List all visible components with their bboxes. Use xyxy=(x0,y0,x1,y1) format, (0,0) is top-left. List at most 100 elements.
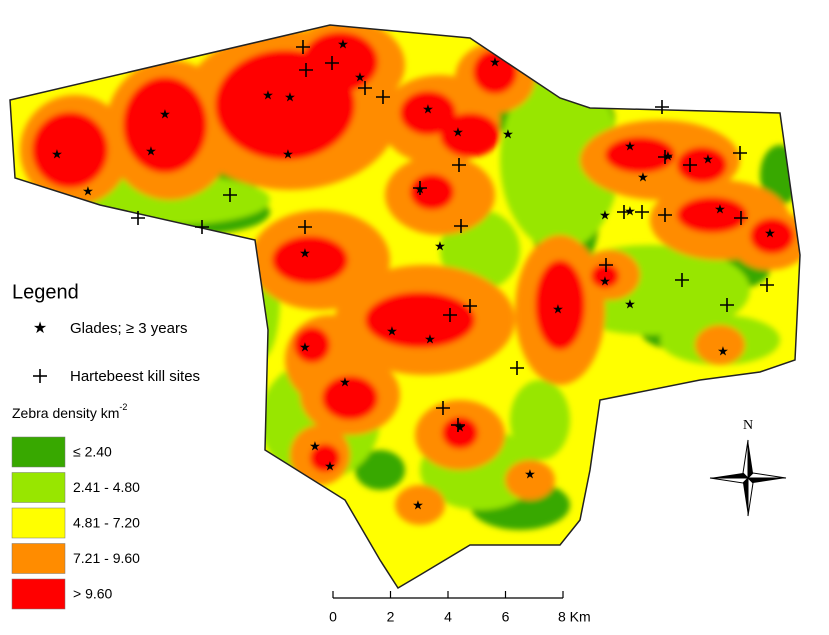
density-patch xyxy=(32,112,108,188)
kill-site-marker xyxy=(131,211,145,225)
scale-label: 0 xyxy=(329,609,337,625)
density-patch xyxy=(591,264,619,288)
kill-site-marker xyxy=(451,418,465,432)
kill-site-marker xyxy=(413,181,427,195)
kill-site-marker xyxy=(760,278,774,292)
density-patch xyxy=(272,236,348,284)
density-patch xyxy=(535,260,585,350)
density-title-text: Zebra density km xyxy=(12,405,119,421)
kill-site-marker xyxy=(683,158,697,172)
legend-label: Glades; ≥ 3 years xyxy=(70,320,187,337)
glade-marker: ★ xyxy=(159,106,171,121)
kill-site-marker xyxy=(325,56,339,70)
scale-label: 6 xyxy=(502,609,510,625)
star-symbol: ★ xyxy=(33,320,47,337)
kill-site-marker xyxy=(436,401,450,415)
kill-site-marker xyxy=(454,219,468,233)
glade-marker: ★ xyxy=(624,203,636,218)
kill-site-marker xyxy=(658,208,672,222)
glade-marker: ★ xyxy=(284,89,296,104)
kill-site-marker xyxy=(635,205,649,219)
glade-marker: ★ xyxy=(764,225,776,240)
glade-marker: ★ xyxy=(337,36,349,51)
kill-site-marker xyxy=(655,100,669,114)
glade-marker: ★ xyxy=(717,343,729,358)
legend-swatch xyxy=(11,436,66,468)
kill-site-marker xyxy=(296,40,310,54)
glade-marker: ★ xyxy=(354,69,366,84)
glade-marker: ★ xyxy=(452,124,464,139)
glade-marker: ★ xyxy=(51,146,63,161)
glade-marker: ★ xyxy=(422,101,434,116)
glade-marker: ★ xyxy=(624,138,636,153)
kill-site-marker xyxy=(443,308,457,322)
glade-marker: ★ xyxy=(552,301,564,316)
density-patch xyxy=(510,380,570,460)
glade-marker: ★ xyxy=(145,143,157,158)
legend-title: Legend xyxy=(12,281,79,303)
glade-marker: ★ xyxy=(282,146,294,161)
kill-site-marker xyxy=(720,298,734,312)
density-patch xyxy=(294,327,330,363)
glade-marker: ★ xyxy=(262,87,274,102)
density-patch xyxy=(605,137,675,173)
glade-marker: ★ xyxy=(424,331,436,346)
north-arrow xyxy=(709,439,787,517)
kill-site-marker xyxy=(510,361,524,375)
glade-marker: ★ xyxy=(299,339,311,354)
legend-class-label: 4.81 - 7.20 xyxy=(73,515,140,531)
glade-marker: ★ xyxy=(489,54,501,69)
density-patch xyxy=(400,91,456,135)
glade-marker: ★ xyxy=(434,238,446,253)
legend-swatch xyxy=(11,472,66,503)
density-patch xyxy=(355,450,405,490)
kill-site-marker xyxy=(617,205,631,219)
density-title: Zebra density km-2 xyxy=(12,402,127,420)
kill-site-marker xyxy=(358,81,372,95)
scale-bar: 0 2 4 6 8 Km xyxy=(329,591,591,625)
glade-marker: ★ xyxy=(662,148,674,163)
north-label: N xyxy=(743,418,753,433)
legend-label: Hartebeest kill sites xyxy=(70,368,200,385)
kill-site-marker xyxy=(675,273,689,287)
scale-label: 4 xyxy=(444,609,452,625)
glade-marker: ★ xyxy=(624,296,636,311)
legend-swatch xyxy=(11,578,66,610)
density-patch xyxy=(310,444,340,472)
kill-site-marker xyxy=(376,90,390,104)
glade-marker: ★ xyxy=(502,126,514,141)
kill-site-marker xyxy=(223,188,237,202)
kill-site-marker xyxy=(298,220,312,234)
legend-swatch xyxy=(11,543,66,574)
kill-site-marker xyxy=(452,158,466,172)
legend-swatch xyxy=(11,507,66,539)
kill-site-marker xyxy=(599,258,613,272)
glade-marker: ★ xyxy=(714,201,726,216)
density-patch xyxy=(365,292,475,348)
glade-marker: ★ xyxy=(599,207,611,222)
kill-site-marker xyxy=(734,211,748,225)
scale-label: 2 xyxy=(387,609,395,625)
glade-marker: ★ xyxy=(309,438,321,453)
scale-label: 8 Km xyxy=(558,609,591,625)
density-patch xyxy=(322,376,378,420)
kill-site-marker xyxy=(733,146,747,160)
legend-class-label: > 9.60 xyxy=(73,586,113,602)
glade-marker: ★ xyxy=(454,419,466,434)
density-patch xyxy=(677,147,727,183)
density-patch xyxy=(410,174,454,210)
kill-site-marker xyxy=(658,150,672,164)
glade-marker: ★ xyxy=(339,374,351,389)
kill-site-marker xyxy=(299,63,313,77)
density-exponent: -2 xyxy=(119,402,127,412)
legend-class-label: ≤ 2.40 xyxy=(73,444,112,460)
density-patch xyxy=(695,325,745,365)
glade-marker: ★ xyxy=(524,466,536,481)
density-patch xyxy=(302,32,378,92)
density-patch xyxy=(505,460,555,500)
glade-marker: ★ xyxy=(702,151,714,166)
glade-marker: ★ xyxy=(324,458,336,473)
cross-symbol xyxy=(33,369,47,383)
